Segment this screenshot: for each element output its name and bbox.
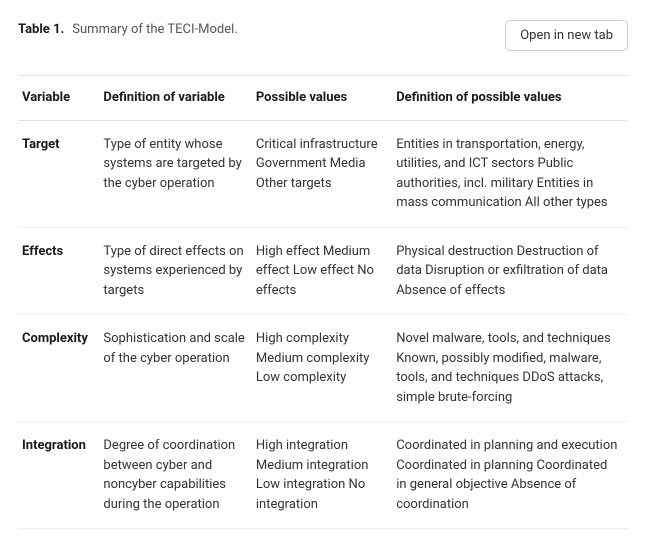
cell-definition: Sophistication and scale of the cyber op… <box>103 315 256 422</box>
table-header-row: Variable Definition of variable Possible… <box>18 76 628 121</box>
cell-values-def: Physical destruction Destruction of data… <box>396 227 628 315</box>
table-title-block: Table 1. Summary of the TECI-Model. <box>18 20 238 40</box>
cell-definition: Type of direct effects on systems experi… <box>103 227 256 315</box>
column-header-definition: Definition of variable <box>103 76 256 121</box>
column-header-values-def: Definition of possible values <box>396 76 628 121</box>
table-caption: Summary of the TECI-Model. <box>72 20 237 40</box>
cell-values-def: Novel malware, tools, and techniques Kno… <box>396 315 628 422</box>
cell-values: High integration Medium integration Low … <box>256 422 396 529</box>
table-header: Table 1. Summary of the TECI-Model. Open… <box>18 20 628 51</box>
table-row: Integration Degree of coordination betwe… <box>18 422 628 529</box>
cell-variable: Complexity <box>18 315 103 422</box>
cell-values: Critical infrastructure Government Media… <box>256 120 396 227</box>
table-row: Complexity Sophistication and scale of t… <box>18 315 628 422</box>
table-row: Effects Type of direct effects on system… <box>18 227 628 315</box>
table-label: Table 1. <box>18 20 64 40</box>
open-new-tab-button[interactable]: Open in new tab <box>505 20 628 51</box>
cell-variable: Integration <box>18 422 103 529</box>
cell-definition: Degree of coordination between cyber and… <box>103 422 256 529</box>
cell-variable: Target <box>18 120 103 227</box>
cell-variable: Effects <box>18 227 103 315</box>
column-header-values: Possible values <box>256 76 396 121</box>
column-header-variable: Variable <box>18 76 103 121</box>
cell-definition: Type of entity whose systems are targete… <box>103 120 256 227</box>
cell-values: High complexity Medium complexity Low co… <box>256 315 396 422</box>
cell-values-def: Entities in transportation, energy, util… <box>396 120 628 227</box>
table-row: Target Type of entity whose systems are … <box>18 120 628 227</box>
teci-model-table: Variable Definition of variable Possible… <box>18 75 628 529</box>
cell-values-def: Coordinated in planning and execution Co… <box>396 422 628 529</box>
cell-values: High effect Medium effect Low effect No … <box>256 227 396 315</box>
